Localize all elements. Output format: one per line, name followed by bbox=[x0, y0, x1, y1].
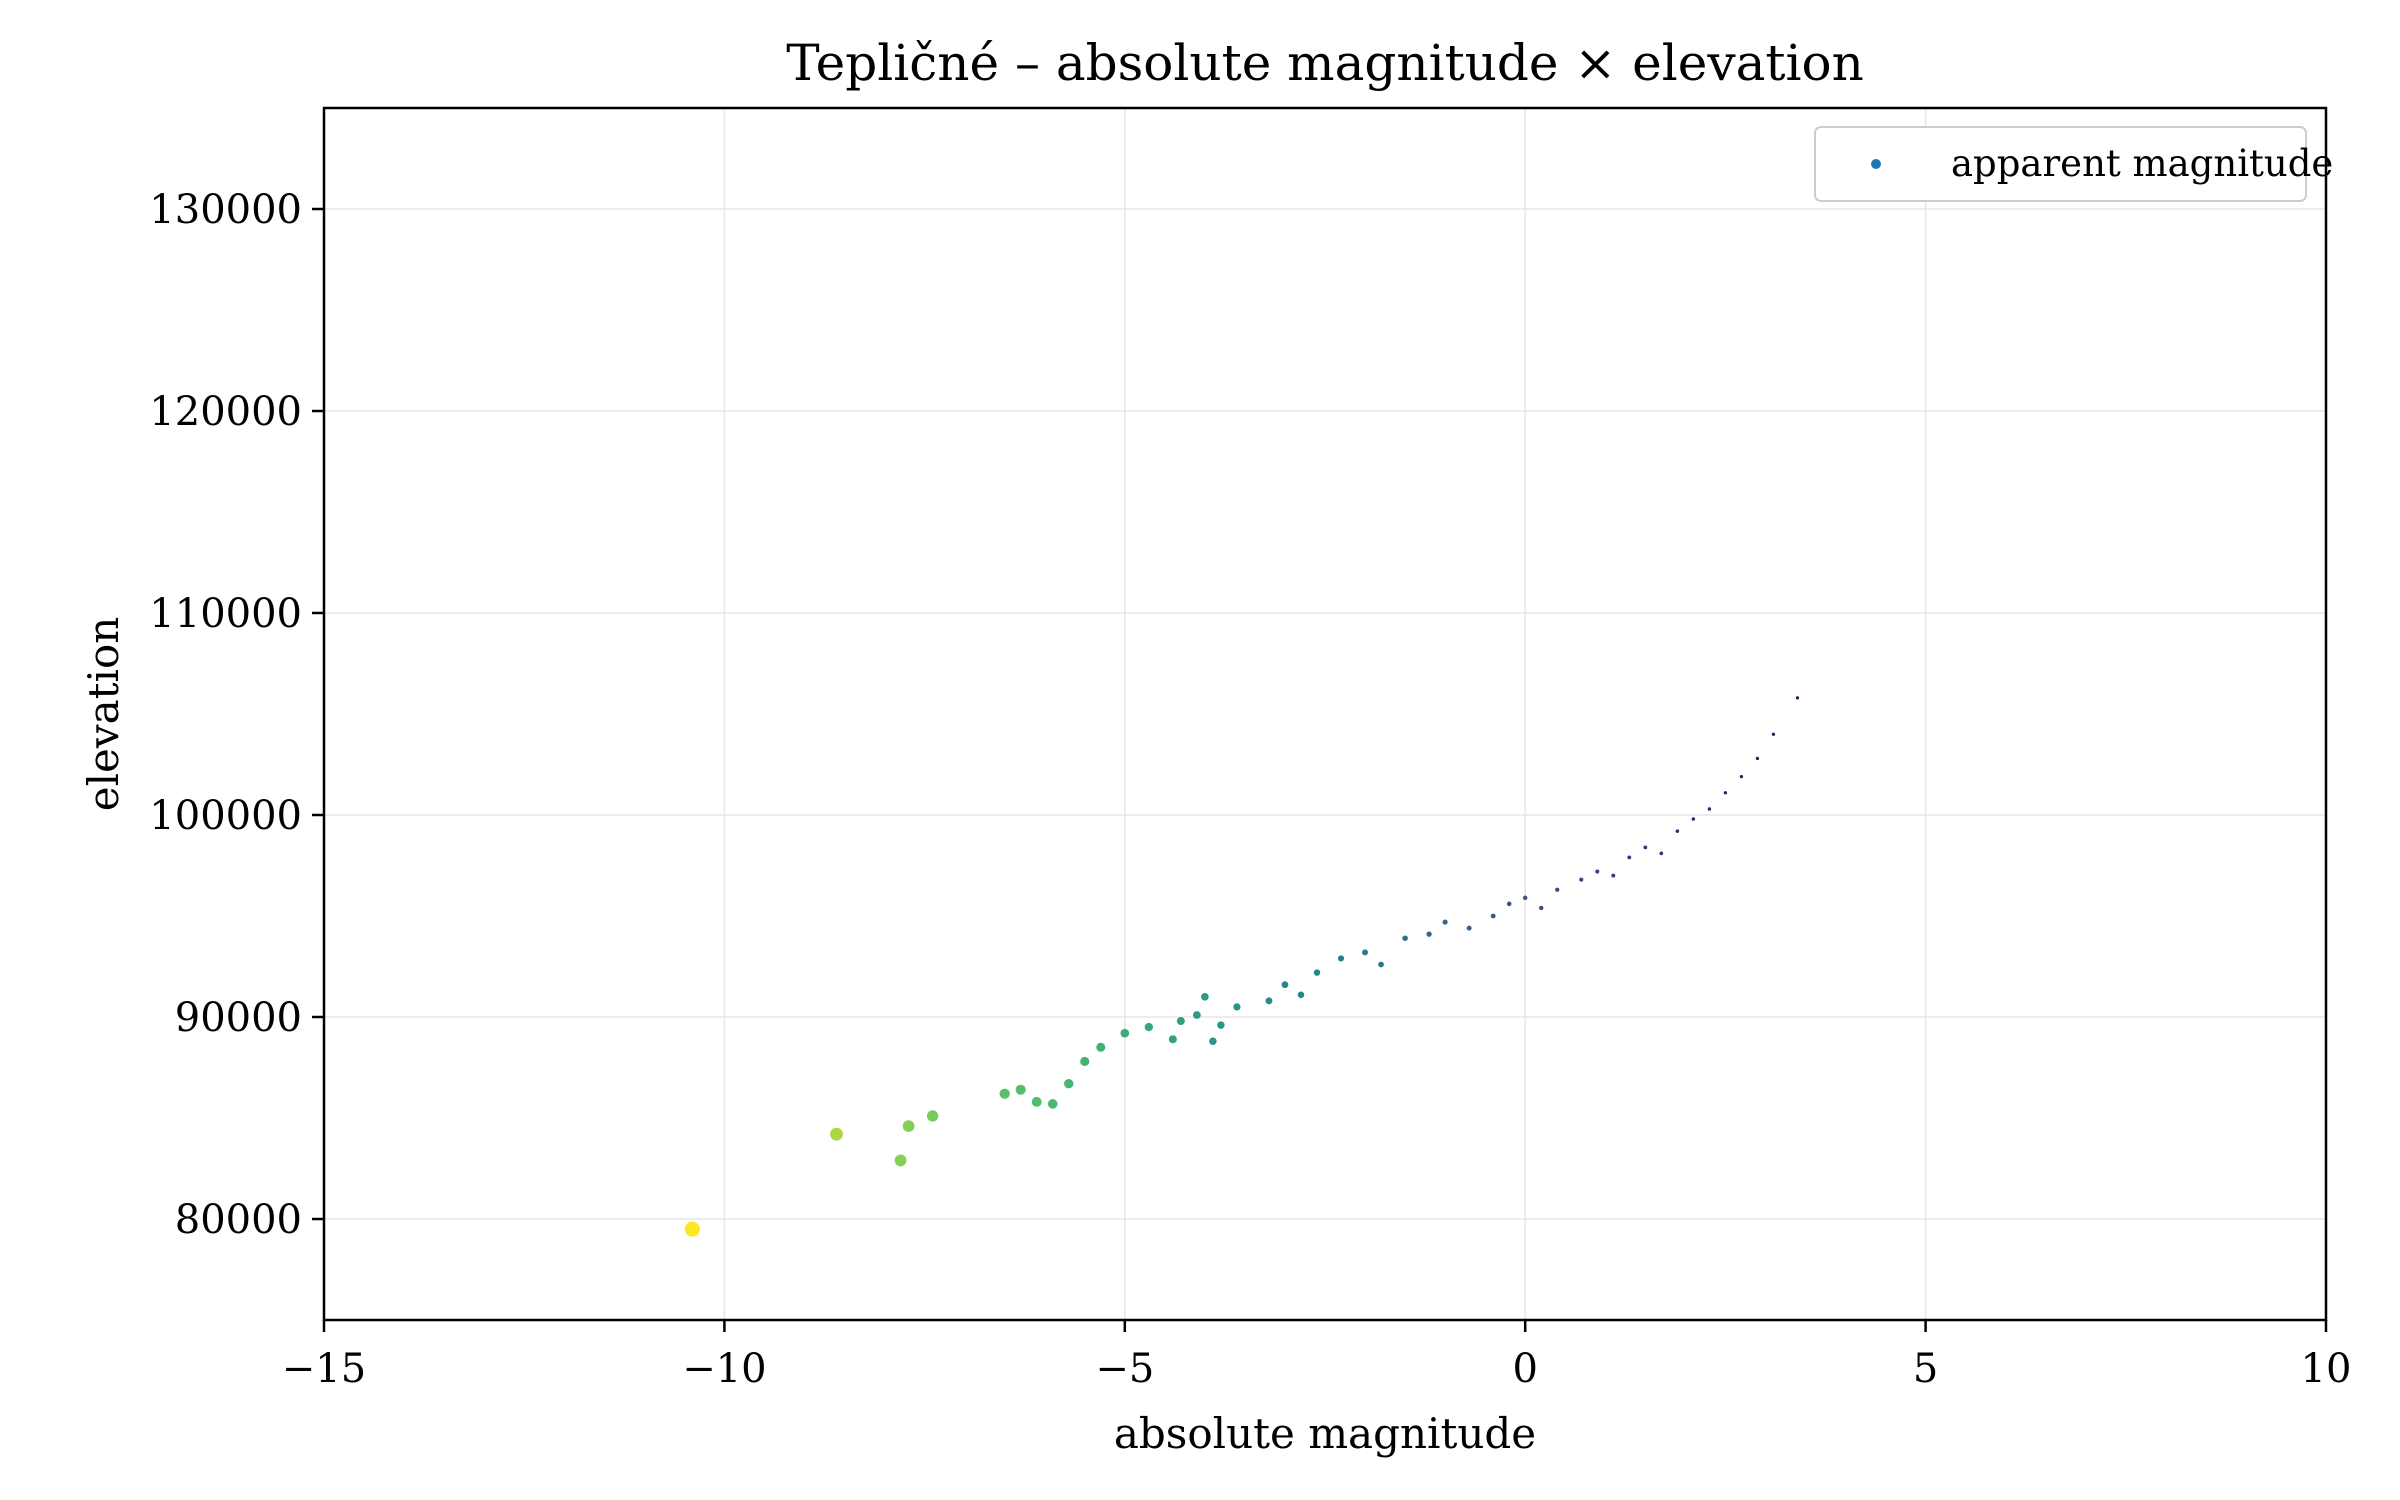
scatter-point bbox=[1691, 817, 1696, 821]
y-tick-label: 120000 bbox=[149, 389, 302, 435]
scatter-point bbox=[1362, 949, 1369, 956]
x-tick-label: −5 bbox=[1095, 1346, 1154, 1392]
scatter-point bbox=[1611, 873, 1616, 878]
scatter-point bbox=[1466, 925, 1472, 931]
scatter-point bbox=[1795, 696, 1800, 700]
scatter-point bbox=[1209, 1037, 1217, 1046]
scatter-point bbox=[1739, 774, 1744, 779]
scatter-point bbox=[1378, 961, 1384, 968]
scatter-point bbox=[1144, 1022, 1154, 1032]
scatter-point bbox=[1080, 1056, 1090, 1067]
scatter-point bbox=[1539, 905, 1544, 911]
y-tick-label: 100000 bbox=[149, 793, 302, 839]
scatter-point bbox=[1506, 901, 1512, 907]
scatter-point bbox=[926, 1110, 939, 1122]
scatter-point bbox=[1168, 1035, 1177, 1044]
legend-label: apparent magnitude bbox=[1951, 142, 2333, 185]
scatter-point bbox=[1176, 1017, 1185, 1026]
scatter-point bbox=[1755, 756, 1760, 761]
scatter-point bbox=[1313, 969, 1321, 976]
scatter-points bbox=[684, 696, 1800, 1237]
scatter-point bbox=[1015, 1084, 1026, 1095]
scatter-point bbox=[830, 1127, 843, 1141]
y-tick-label: 110000 bbox=[149, 591, 302, 637]
scatter-point bbox=[1555, 887, 1560, 892]
scatter-point bbox=[1579, 877, 1584, 882]
scatter-point bbox=[1643, 845, 1648, 850]
scatter-point bbox=[1402, 935, 1408, 941]
scatter-point bbox=[902, 1120, 915, 1132]
x-tick-label: 0 bbox=[1512, 1346, 1537, 1392]
scatter-point bbox=[1265, 997, 1273, 1005]
scatter-point bbox=[1707, 807, 1712, 811]
y-axis: 80000 90000 100000 110000 120000 130000 bbox=[149, 187, 324, 1243]
x-tick-label: 5 bbox=[1913, 1346, 1938, 1392]
scatter-point bbox=[1426, 931, 1432, 937]
scatter-point bbox=[1675, 829, 1680, 833]
scatter-point bbox=[1595, 869, 1600, 874]
scatter-point bbox=[894, 1154, 907, 1167]
scatter-point bbox=[1281, 981, 1289, 989]
plot-frame bbox=[322, 106, 2328, 1322]
scatter-point bbox=[1723, 791, 1728, 795]
x-axis-label: absolute magnitude bbox=[1114, 1409, 1536, 1458]
scatter-point bbox=[1297, 991, 1305, 999]
scatter-point bbox=[999, 1088, 1010, 1099]
scatter-point bbox=[1337, 955, 1345, 962]
x-axis: −15 −10 −5 0 5 10 bbox=[282, 1320, 2352, 1392]
scatter-point bbox=[1522, 895, 1528, 901]
scatter-point bbox=[1064, 1078, 1074, 1089]
scatter-point bbox=[1490, 913, 1496, 919]
y-tick-label: 90000 bbox=[175, 995, 302, 1041]
x-tick-label: −15 bbox=[282, 1346, 366, 1392]
x-tick-label: −10 bbox=[682, 1346, 766, 1392]
scatter-point bbox=[1233, 1003, 1241, 1011]
scatter-point bbox=[1047, 1099, 1058, 1109]
y-axis-label: elevation bbox=[79, 617, 128, 812]
scatter-point bbox=[1771, 732, 1776, 736]
chart-title: Tepličné – absolute magnitude × elevatio… bbox=[786, 34, 1864, 92]
x-tick-label: 10 bbox=[2301, 1346, 2352, 1392]
grid-lines bbox=[323, 108, 2327, 1320]
scatter-point bbox=[1442, 919, 1448, 925]
scatter-point bbox=[1192, 1011, 1201, 1019]
y-tick-label: 80000 bbox=[175, 1197, 302, 1243]
scatter-point bbox=[1659, 851, 1664, 856]
scatter-point bbox=[684, 1221, 700, 1237]
scatter-point bbox=[1096, 1042, 1106, 1052]
scatter-point bbox=[1201, 992, 1209, 1001]
y-tick-label: 130000 bbox=[149, 187, 302, 233]
scatter-point bbox=[1217, 1021, 1225, 1029]
scatter-point bbox=[1627, 855, 1632, 860]
legend-box bbox=[1814, 126, 2307, 202]
legend-marker bbox=[1871, 159, 1881, 169]
legend: apparent magnitude bbox=[1814, 126, 2333, 202]
scatter-point bbox=[1120, 1028, 1130, 1038]
scatter-point bbox=[1031, 1096, 1042, 1107]
